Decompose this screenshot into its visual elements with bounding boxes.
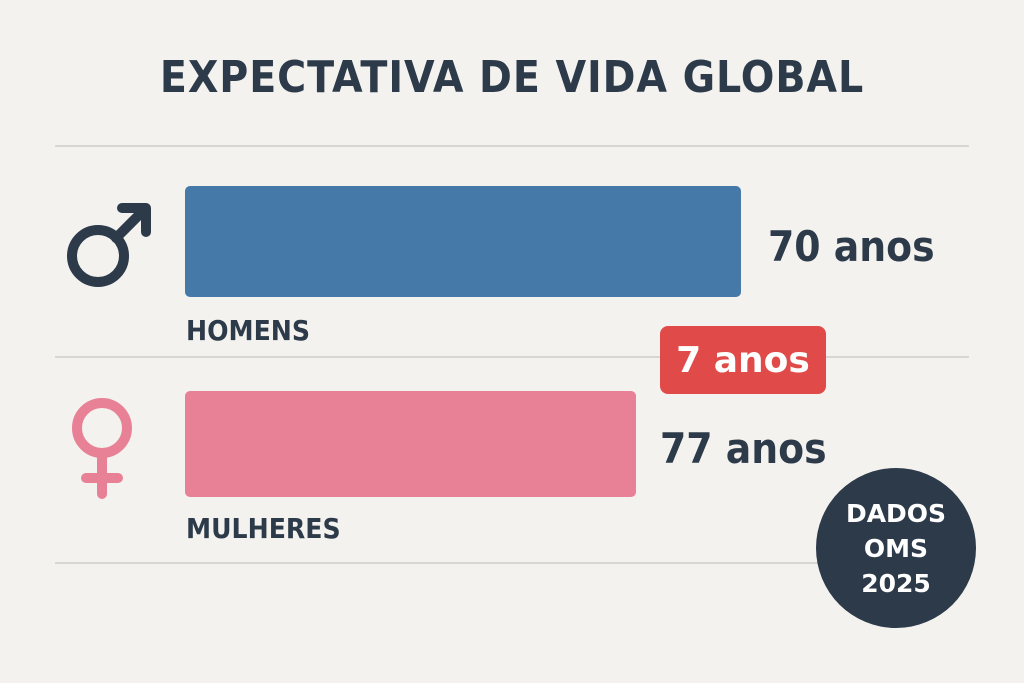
female-symbol-icon <box>72 398 132 499</box>
source-line: 2025 <box>861 568 931 598</box>
value-label-homens: 70 anos <box>768 222 935 271</box>
value-label-mulheres: 77 anos <box>660 424 827 473</box>
bar-mulheres <box>185 391 636 497</box>
chart-title: EXPECTATIVA DE VIDA GLOBAL <box>159 52 865 103</box>
difference-badge: 7 anos <box>660 326 826 394</box>
category-label-homens: HOMENS <box>186 314 311 347</box>
source-badge: DADOS OMS 2025 <box>816 468 976 628</box>
category-label-mulheres: MULHERES <box>186 512 341 545</box>
divider <box>55 356 969 358</box>
bar-homens <box>185 186 741 297</box>
divider <box>55 562 835 564</box>
male-symbol-icon <box>67 203 151 287</box>
divider <box>55 145 969 147</box>
source-line: OMS <box>863 533 929 563</box>
source-line: DADOS <box>845 498 947 528</box>
